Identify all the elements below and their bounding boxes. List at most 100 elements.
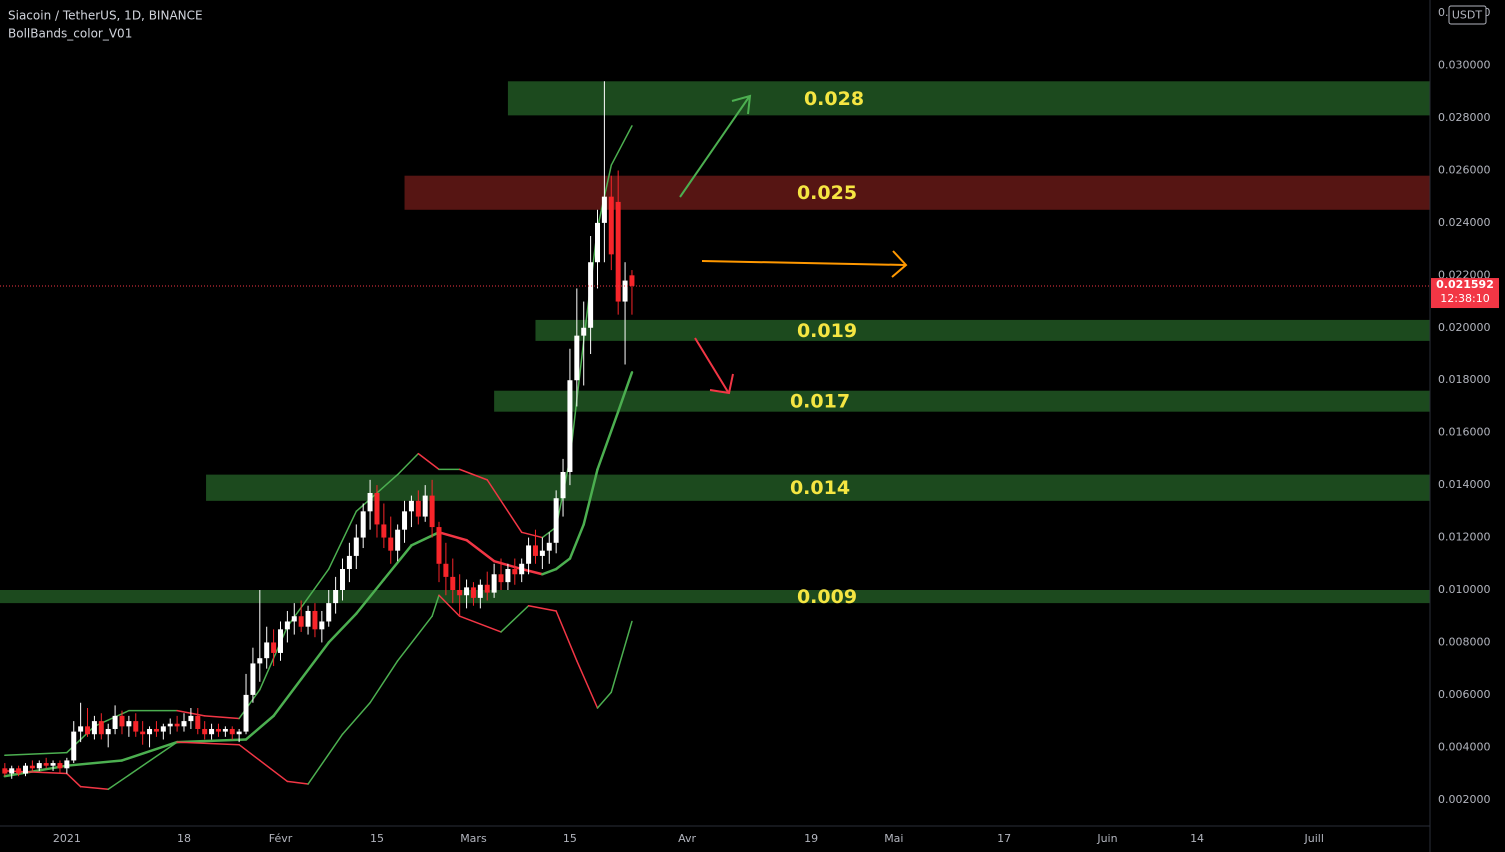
candle-body xyxy=(333,590,339,604)
band-segment xyxy=(327,612,358,644)
zone-label: 0.028 xyxy=(804,88,864,110)
candle-body xyxy=(353,537,359,556)
zone xyxy=(206,474,1430,501)
band-segment xyxy=(369,660,399,704)
zone-label: 0.025 xyxy=(797,182,857,204)
candle-body xyxy=(140,731,146,735)
candle-body xyxy=(381,524,387,538)
band-segment xyxy=(79,785,109,791)
candle-body xyxy=(147,728,153,735)
y-tick-label: 0.008000 xyxy=(1438,635,1491,648)
band-segment xyxy=(500,604,530,633)
candle-body xyxy=(519,563,525,575)
candle-body xyxy=(209,728,215,735)
y-tick-label: 0.010000 xyxy=(1438,583,1491,596)
candle-body xyxy=(367,492,373,512)
candle-body xyxy=(236,731,242,735)
band-segment xyxy=(396,615,433,662)
candle-body xyxy=(215,728,221,732)
candle-body xyxy=(326,603,332,622)
y-tick-label: 0.018000 xyxy=(1438,373,1491,386)
candle-body xyxy=(188,715,194,722)
candle-body xyxy=(36,763,42,769)
candle-body xyxy=(601,196,607,223)
candle-body xyxy=(574,335,580,381)
candle-body xyxy=(340,569,346,590)
x-tick-label: Juill xyxy=(1304,832,1324,845)
band-segment xyxy=(596,691,613,709)
candle-body xyxy=(546,542,552,551)
candle-body xyxy=(105,728,111,735)
candle-body xyxy=(395,529,401,551)
band-segment xyxy=(541,567,558,576)
band-segment xyxy=(458,615,502,633)
candle-body xyxy=(346,555,352,570)
band-segment xyxy=(576,660,599,709)
zone-label: 0.009 xyxy=(797,586,857,608)
candle-body xyxy=(360,511,366,538)
currency: USDT xyxy=(1452,9,1483,22)
candle-body xyxy=(126,721,132,727)
band-segment xyxy=(259,759,289,783)
candle-body xyxy=(181,721,187,727)
last-price-label: 0.021592 xyxy=(1436,278,1494,291)
candle-body xyxy=(629,275,635,286)
x-tick-label: 14 xyxy=(1190,832,1204,845)
candle-body xyxy=(298,616,304,627)
candle-body xyxy=(71,731,77,761)
candle-body xyxy=(153,728,159,732)
x-tick-label: 18 xyxy=(177,832,191,845)
candle-body xyxy=(429,495,435,528)
candle-body xyxy=(22,765,28,774)
band-segment xyxy=(582,468,599,526)
candle-body xyxy=(50,763,56,766)
band-segment xyxy=(176,741,240,746)
candle-body xyxy=(264,642,270,659)
candle-body xyxy=(526,545,532,564)
y-tick-label: 0.012000 xyxy=(1438,531,1491,544)
band-segment xyxy=(65,759,124,767)
x-tick-label: 15 xyxy=(370,832,384,845)
y-tick-label: 0.004000 xyxy=(1438,740,1491,753)
candle-body xyxy=(594,222,600,263)
candle-body xyxy=(16,768,22,774)
band-segment xyxy=(520,531,544,539)
currency-box xyxy=(1448,5,1487,25)
candle-body xyxy=(229,728,235,735)
candle-body xyxy=(160,726,166,732)
band-segment xyxy=(465,538,496,563)
band-segment xyxy=(355,578,386,615)
candle-body xyxy=(29,765,35,769)
band-segment xyxy=(610,125,633,166)
candle-body xyxy=(85,726,91,735)
candle-body xyxy=(64,760,70,769)
band-segment xyxy=(486,479,523,534)
candle-body xyxy=(581,327,587,336)
y-tick-label: 0.026000 xyxy=(1438,163,1491,176)
candle-body xyxy=(133,721,139,732)
band-segment xyxy=(568,523,585,560)
candle-body xyxy=(195,715,201,729)
candle-body xyxy=(57,763,63,769)
band-segment xyxy=(286,780,309,785)
candle-body xyxy=(78,726,84,732)
candle-body xyxy=(222,728,228,732)
x-tick-label: 2021 xyxy=(53,832,81,845)
candle-body xyxy=(567,380,573,472)
band-segment xyxy=(554,557,572,571)
countdown: 12:38:10 xyxy=(1440,292,1489,305)
candle-body xyxy=(457,590,463,596)
band-segment xyxy=(4,751,68,756)
band-segment xyxy=(341,702,371,735)
band-segment xyxy=(238,688,261,720)
candle-body xyxy=(477,584,483,598)
band-segment xyxy=(520,567,544,576)
x-tick-label: 19 xyxy=(804,832,818,845)
band-segment xyxy=(610,620,633,694)
band-segment xyxy=(4,770,68,775)
band-segment xyxy=(596,410,620,471)
zone xyxy=(494,390,1430,412)
candle-body xyxy=(2,768,8,774)
